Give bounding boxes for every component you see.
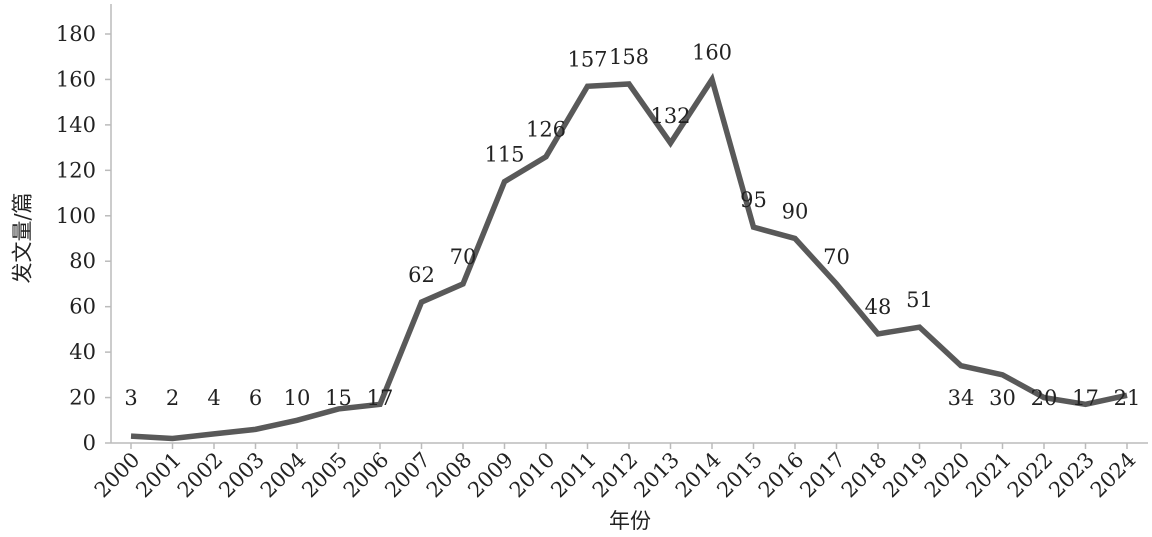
y-tick-label: 60 [69,295,96,319]
x-tick-label: 2018 [837,448,892,503]
x-tick-label: 2024 [1086,448,1141,503]
y-tick-label: 20 [69,386,96,410]
x-tick-label: 2010 [505,448,560,503]
x-axis: 2000200120022003200420052006200720082009… [90,442,1148,503]
x-tick-label: 2000 [90,448,145,503]
x-tick-label: 2007 [380,448,435,503]
x-tick-label: 2003 [214,448,269,503]
data-label: 48 [865,295,892,319]
y-tick-label: 40 [69,340,96,364]
data-label: 21 [1114,386,1141,410]
data-label: 126 [526,118,566,142]
data-label: 4 [207,386,220,410]
x-tick-label: 2012 [588,448,643,503]
data-label: 70 [823,245,850,269]
data-label: 70 [450,245,477,269]
x-tick-label: 2020 [920,448,975,503]
y-tick-label: 140 [56,113,96,137]
x-tick-label: 2008 [422,448,477,503]
y-axis: 0 20 40 60 80 100 120 140 160 180 [56,4,112,455]
data-label: 30 [989,386,1016,410]
x-tick-label: 2014 [671,448,726,503]
x-tick-label: 2017 [795,448,850,503]
x-tick-label: 2011 [546,448,601,503]
x-tick-label: 2001 [131,448,186,503]
data-label: 6 [249,386,262,410]
x-tick-label: 2005 [297,448,352,503]
y-axis-title: 发文量/篇 [11,192,35,283]
data-label: 15 [325,386,352,410]
x-tick-label: 2004 [256,448,311,503]
data-label: 90 [782,200,809,224]
data-label: 160 [692,40,732,64]
x-tick-label: 2002 [173,448,228,503]
x-tick-label: 2022 [1003,448,1058,503]
y-tick-label: 160 [56,67,96,91]
y-tick-label: 120 [56,158,96,182]
data-label: 2 [166,386,179,410]
x-tick-label: 2015 [712,448,767,503]
data-label: 17 [1072,386,1099,410]
y-tick-label: 0 [83,431,96,455]
data-label: 158 [609,45,649,69]
data-label: 17 [367,386,394,410]
data-label: 34 [948,386,975,410]
x-tick-label: 2021 [961,448,1016,503]
x-tick-label: 2009 [463,448,518,503]
data-label: 95 [740,188,767,212]
x-axis-title: 年份 [609,509,651,533]
data-label: 20 [1031,386,1058,410]
x-tick-label: 2019 [878,448,933,503]
data-label: 51 [906,288,933,312]
x-tick-label: 2016 [754,448,809,503]
x-tick-label: 2006 [339,448,394,503]
x-tick-label: 2013 [629,448,684,503]
data-label: 62 [408,263,435,287]
y-tick-label: 100 [56,204,96,228]
y-tick-label: 180 [56,22,96,46]
data-label: 3 [124,386,137,410]
data-label: 10 [284,386,311,410]
data-label: 132 [650,104,690,128]
y-tick-label: 80 [69,249,96,273]
data-label: 157 [567,47,607,71]
series-line [130,72,1128,442]
x-tick-label: 2023 [1044,448,1099,503]
data-label: 115 [484,143,524,167]
